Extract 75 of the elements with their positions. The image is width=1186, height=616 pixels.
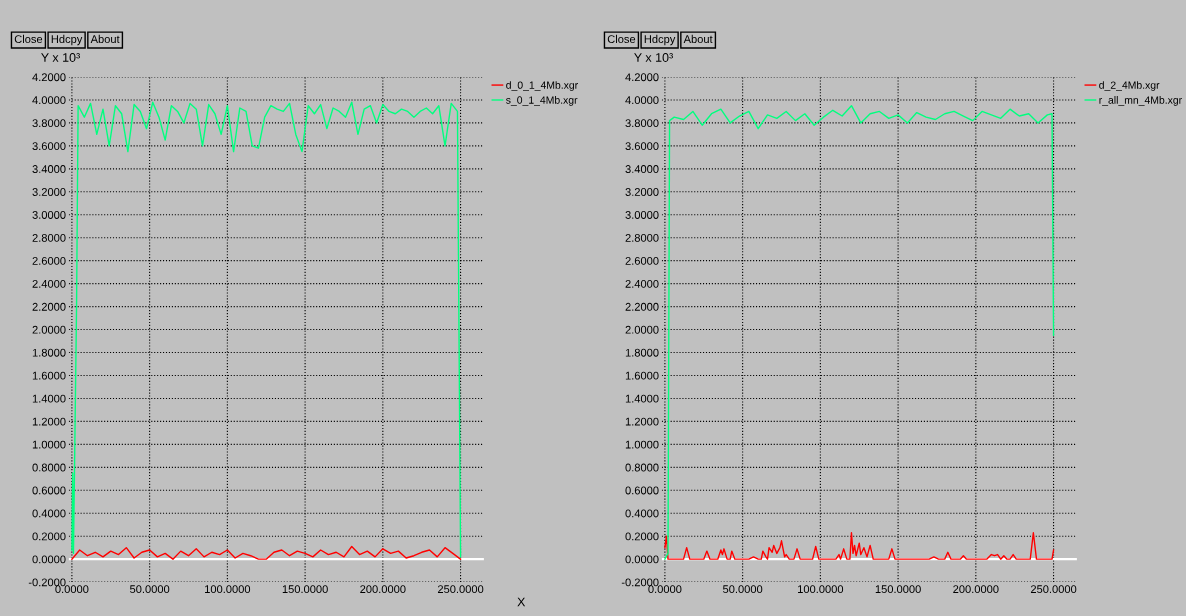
y-tick-label: 0.8000 (32, 463, 66, 472)
y-tick-label: 2.8000 (625, 233, 659, 242)
x-tick-label: 150.0000 (282, 585, 328, 594)
legend-label: r_all_mn_4Mb.xgr (1099, 96, 1182, 106)
y-tick-label: 2.2000 (32, 302, 66, 311)
y-tick-label: 0.0000 (32, 555, 66, 564)
text: Hdcpy (644, 34, 676, 46)
legend-label: d_0_1_4Mb.xgr (506, 81, 578, 91)
text: About (90, 34, 120, 44)
text: Hdcpy (51, 34, 83, 46)
y-tick-label: -0.2000 (28, 578, 66, 587)
y-tick-label: 2.4000 (625, 279, 659, 288)
x-tick-label: 50.0000 (130, 585, 170, 594)
line-series (664, 105, 1055, 560)
y-tick-label: 2.4000 (32, 279, 66, 288)
line-series (71, 101, 462, 558)
y-tick-label: 1.6000 (625, 371, 659, 380)
y-tick-label: 2.0000 (625, 325, 659, 334)
line-series (664, 532, 1055, 560)
y-tick-label: 4.2000 (625, 73, 659, 82)
x-tick-label: 250.0000 (1030, 585, 1077, 594)
y-axis-title: Y x 10³ (634, 53, 673, 62)
y-tick-label: 1.0000 (625, 440, 659, 449)
y-tick-label: 2.6000 (625, 256, 659, 265)
text: About (683, 34, 713, 44)
y-tick-label: 3.0000 (625, 211, 659, 219)
x-tick-label: 200.0000 (360, 585, 406, 594)
y-tick-label: 0.2000 (32, 532, 66, 541)
y-tick-label: 1.0000 (32, 440, 66, 449)
y-tick-label: 4.2000 (32, 73, 66, 82)
y-tick-label: 3.4000 (32, 165, 66, 173)
y-tick-label: 0.0000 (625, 555, 659, 564)
y-tick-label: 1.4000 (625, 394, 659, 403)
y-tick-label: 0.6000 (625, 486, 659, 495)
text: Close (14, 34, 43, 44)
y-tick-label: 1.6000 (32, 371, 66, 380)
y-tick-label: 3.6000 (625, 142, 659, 151)
y-tick-label: 2.8000 (32, 233, 66, 242)
y-tick-label: 3.0000 (32, 211, 66, 219)
y-axis-title: Y x 10³ (41, 53, 80, 62)
y-tick-label: 0.8000 (625, 463, 659, 472)
x-tick-label: 0.0000 (55, 585, 89, 594)
y-tick-label: 1.4000 (32, 394, 66, 403)
x-tick-label: 100.0000 (205, 585, 251, 594)
y-tick-label: 3.6000 (32, 142, 66, 151)
y-tick-label: 0.4000 (32, 509, 66, 518)
y-tick-label: 3.2000 (625, 188, 659, 196)
x-tick-label: 0.0000 (648, 585, 682, 594)
y-tick-label: 3.8000 (625, 119, 659, 128)
y-tick-label: -0.2000 (621, 578, 659, 587)
x-tick-label: 50.0000 (723, 585, 763, 594)
legend-label: s_0_1_4Mb.xgr (506, 96, 578, 106)
line-series (71, 545, 462, 560)
y-tick-label: 0.6000 (32, 486, 66, 495)
x-axis-title: X (517, 597, 526, 607)
x-tick-label: 100.0000 (798, 585, 844, 594)
y-tick-label: 2.2000 (625, 302, 659, 311)
y-tick-label: 2.6000 (32, 256, 66, 265)
x-tick-label: 200.0000 (953, 585, 999, 594)
y-tick-label: 4.0000 (32, 96, 66, 105)
legend-label: d_2_4Mb.xgr (1099, 81, 1160, 91)
x-tick-label: 250.0000 (437, 585, 484, 594)
y-tick-label: 3.8000 (32, 119, 66, 128)
y-tick-label: 0.4000 (625, 509, 659, 518)
text: Close (607, 34, 636, 44)
y-tick-label: 0.2000 (625, 532, 659, 541)
y-tick-label: 1.8000 (32, 348, 66, 357)
x-tick-label: 150.0000 (875, 585, 921, 594)
y-tick-label: 3.2000 (32, 188, 66, 196)
y-tick-label: 1.2000 (625, 417, 659, 426)
y-tick-label: 1.8000 (625, 348, 659, 357)
y-tick-label: 3.4000 (625, 165, 659, 173)
y-tick-label: 4.0000 (625, 96, 659, 105)
y-tick-label: 1.2000 (32, 417, 66, 426)
y-tick-label: 2.0000 (32, 325, 66, 334)
